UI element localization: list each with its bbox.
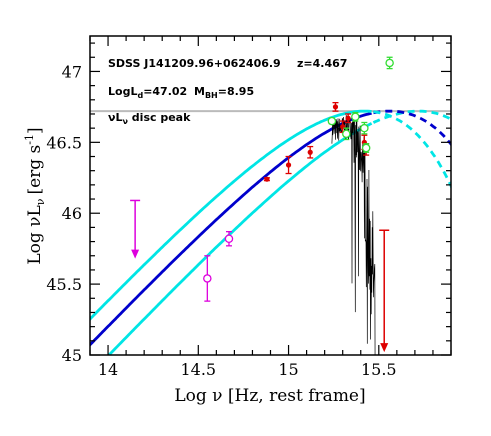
bh-mass-label: MBH=8.95 — [194, 85, 254, 100]
data-point-open — [342, 129, 351, 139]
x-axis-label: Log ν [Hz, rest frame] — [174, 386, 365, 406]
disc-model-curve-dashed — [373, 110, 451, 190]
y-tick-label: 47 — [62, 62, 82, 81]
data-point — [285, 162, 292, 168]
data-point-open — [361, 143, 371, 153]
x-tick-label: 15 — [278, 360, 298, 379]
upper-limit-arrow — [380, 343, 389, 353]
data-point-open — [224, 234, 234, 243]
data-point — [307, 149, 313, 155]
data-point-open — [327, 116, 337, 126]
data-point — [264, 176, 270, 182]
annotation-block: SDSS J141209.96+062406.9 z=4.467 LogLd=4… — [108, 57, 347, 126]
data-point-open — [360, 123, 369, 133]
disc-model-curve — [107, 122, 373, 355]
upper-limit-arrow — [131, 249, 140, 259]
data-point — [332, 104, 339, 110]
y-tick-label: 46.5 — [46, 133, 82, 152]
redshift-label: z=4.467 — [297, 57, 347, 70]
disc-model-curve-dashed — [372, 109, 451, 124]
disc-model-curve — [90, 111, 372, 347]
x-tick-label: 14 — [98, 360, 118, 379]
y-tick-label: 46 — [62, 204, 82, 223]
data-point-open — [203, 274, 212, 283]
y-tick-label: 45 — [62, 346, 82, 365]
x-tick-label: 15.5 — [361, 360, 397, 379]
disc-model-curve-dashed — [373, 109, 451, 147]
plot-content — [90, 56, 451, 355]
data-point-open — [385, 58, 394, 68]
y-axis-label: Log νLν[erg s-1] — [23, 127, 47, 264]
disc-luminosity-label: LogLd=47.02 — [108, 85, 187, 100]
source-name: SDSS J141209.96+062406.9 — [108, 57, 281, 70]
data-point-open — [351, 112, 360, 122]
data-point — [345, 115, 351, 121]
disc-peak-label: νLν disc peak — [108, 111, 191, 126]
x-tick-label: 14.5 — [180, 360, 216, 379]
axis-ticks: 14 14.5 15 15.5 45 45.5 46 46.5 47 — [46, 36, 452, 379]
y-tick-label: 45.5 — [46, 275, 82, 294]
disc-model-curve — [90, 109, 372, 322]
